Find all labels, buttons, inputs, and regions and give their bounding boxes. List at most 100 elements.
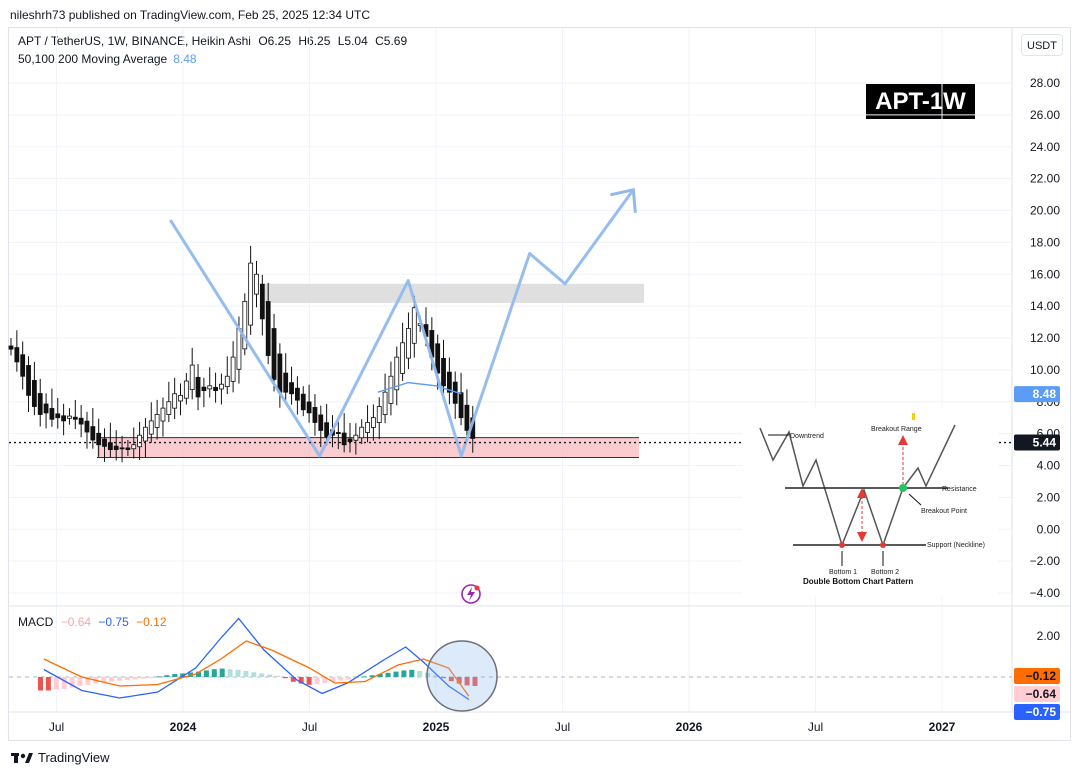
ohlc-open: O6.25 xyxy=(258,34,292,48)
candle-body xyxy=(96,432,102,446)
macd-value-2: −0.75 xyxy=(98,615,129,629)
candle-body xyxy=(61,415,67,422)
candle-body xyxy=(400,342,406,374)
macd-histogram-bar xyxy=(45,677,51,691)
candle-body xyxy=(137,434,142,448)
candle-body xyxy=(113,445,119,450)
macd-histogram-bar xyxy=(180,673,186,677)
candle-body xyxy=(125,447,131,450)
macd-histogram-bar xyxy=(196,671,201,677)
candle-body xyxy=(201,386,207,391)
macd-signal-value-label-bg xyxy=(1014,686,1060,702)
candle-body xyxy=(388,375,394,404)
lightning-icon[interactable] xyxy=(461,584,481,604)
macd-histogram-bar xyxy=(448,677,454,682)
timeframe-tag: APT-1W xyxy=(866,84,975,119)
ma-label: 50,100,200 Moving Average xyxy=(18,52,168,66)
candle-body xyxy=(295,387,300,401)
candle-body xyxy=(248,262,254,326)
macd-value-3: −0.12 xyxy=(136,615,167,629)
candle-body xyxy=(335,432,341,435)
candle-body xyxy=(347,438,353,442)
candle-body xyxy=(55,413,61,419)
macd-histogram-bar xyxy=(385,672,391,677)
candle-body xyxy=(207,385,213,390)
macd-histogram-bar xyxy=(251,672,257,677)
candle-body xyxy=(219,383,224,390)
currency-button[interactable]: USDT xyxy=(1021,34,1063,56)
macd-histogram-bar xyxy=(227,669,233,677)
macd-histogram-bar xyxy=(85,677,91,685)
symbol-line: APT / TetherUS, 1W, BINANCE, Heikin Ashi xyxy=(18,34,251,48)
candle-body xyxy=(265,301,271,356)
price-tick-label: 18.00 xyxy=(1030,235,1060,249)
candle-body xyxy=(289,382,294,395)
candle-body xyxy=(67,415,72,419)
macd-histogram-bar xyxy=(361,676,367,678)
candle-body xyxy=(78,417,84,425)
macd-histogram-bar xyxy=(440,677,446,679)
macd-label: MACD xyxy=(18,615,54,629)
macd-histogram-bar xyxy=(132,677,138,680)
candle-body xyxy=(189,364,195,391)
candle-body xyxy=(143,426,148,442)
chart-frame xyxy=(8,27,1071,741)
time-tick-label: 2025 xyxy=(423,720,450,734)
macd-histogram-bar xyxy=(330,677,336,682)
candle-body xyxy=(43,403,49,414)
macd-value-label-bg xyxy=(1014,704,1060,720)
time-tick-label: 2027 xyxy=(929,720,956,734)
support-zone xyxy=(97,437,639,458)
macd-histogram-bar xyxy=(338,677,344,681)
macd-histogram-bar xyxy=(156,676,162,678)
macd-histogram-bar xyxy=(243,671,249,677)
candle-body xyxy=(382,391,388,415)
macd-histogram-bar xyxy=(401,670,407,677)
candle-body xyxy=(353,434,359,441)
macd-histogram-bar xyxy=(417,671,423,677)
ma-price-label: 8.48 xyxy=(1033,387,1057,401)
tradingview-logo-icon xyxy=(11,752,33,763)
macd-histogram-bar xyxy=(393,671,399,677)
macd-histogram-bar xyxy=(219,668,225,677)
macd-value-label: −0.75 xyxy=(1026,705,1057,719)
price-tick-label: 20.00 xyxy=(1030,204,1060,218)
candle-body xyxy=(20,354,26,377)
footer[interactable]: TradingView xyxy=(11,750,110,765)
candle-body xyxy=(324,422,330,438)
candle-body xyxy=(271,328,277,380)
candle-body xyxy=(160,407,166,422)
macd-histogram-bar xyxy=(53,677,59,690)
publisher-line: nileshrh73 published on TradingView.com,… xyxy=(10,8,371,22)
price-tick-label: 12.00 xyxy=(1030,331,1060,345)
candle-body xyxy=(26,365,31,396)
macd-histogram-bar xyxy=(164,675,170,677)
symbol-legend[interactable]: APT / TetherUS, 1W, BINANCE, Heikin Ashi… xyxy=(18,34,407,48)
time-tick-label: Jul xyxy=(49,720,64,734)
candle-body xyxy=(411,307,417,344)
candle-body xyxy=(259,283,265,320)
candle-body xyxy=(154,414,160,428)
moving-average-line xyxy=(377,381,462,395)
candle-body xyxy=(306,401,312,414)
candle-body xyxy=(119,447,125,450)
candle-body xyxy=(90,426,96,441)
candle-body xyxy=(458,392,464,419)
macd-histogram-bar xyxy=(203,670,209,677)
candle-body xyxy=(236,328,242,370)
macd-signal-value-label: −0.64 xyxy=(1026,687,1057,701)
macd-histogram-bar xyxy=(61,677,67,689)
time-tick-label: Jul xyxy=(555,720,570,734)
last-price-label: 5.44 xyxy=(1033,436,1057,450)
macd-legend[interactable]: MACD −0.64 −0.75 −0.12 xyxy=(18,615,167,629)
ma-legend[interactable]: 50,100,200 Moving Average 8.48 xyxy=(18,52,197,66)
candle-body xyxy=(464,404,470,431)
last-price-label-bg xyxy=(1014,434,1060,451)
macd-histogram-bar xyxy=(346,677,352,680)
resistance-zone xyxy=(265,283,644,303)
price-tick-label: −4.00 xyxy=(1030,586,1061,600)
time-tick-label: Jul xyxy=(302,720,317,734)
candle-body xyxy=(341,432,347,446)
macd-highlight-circle xyxy=(426,640,498,712)
